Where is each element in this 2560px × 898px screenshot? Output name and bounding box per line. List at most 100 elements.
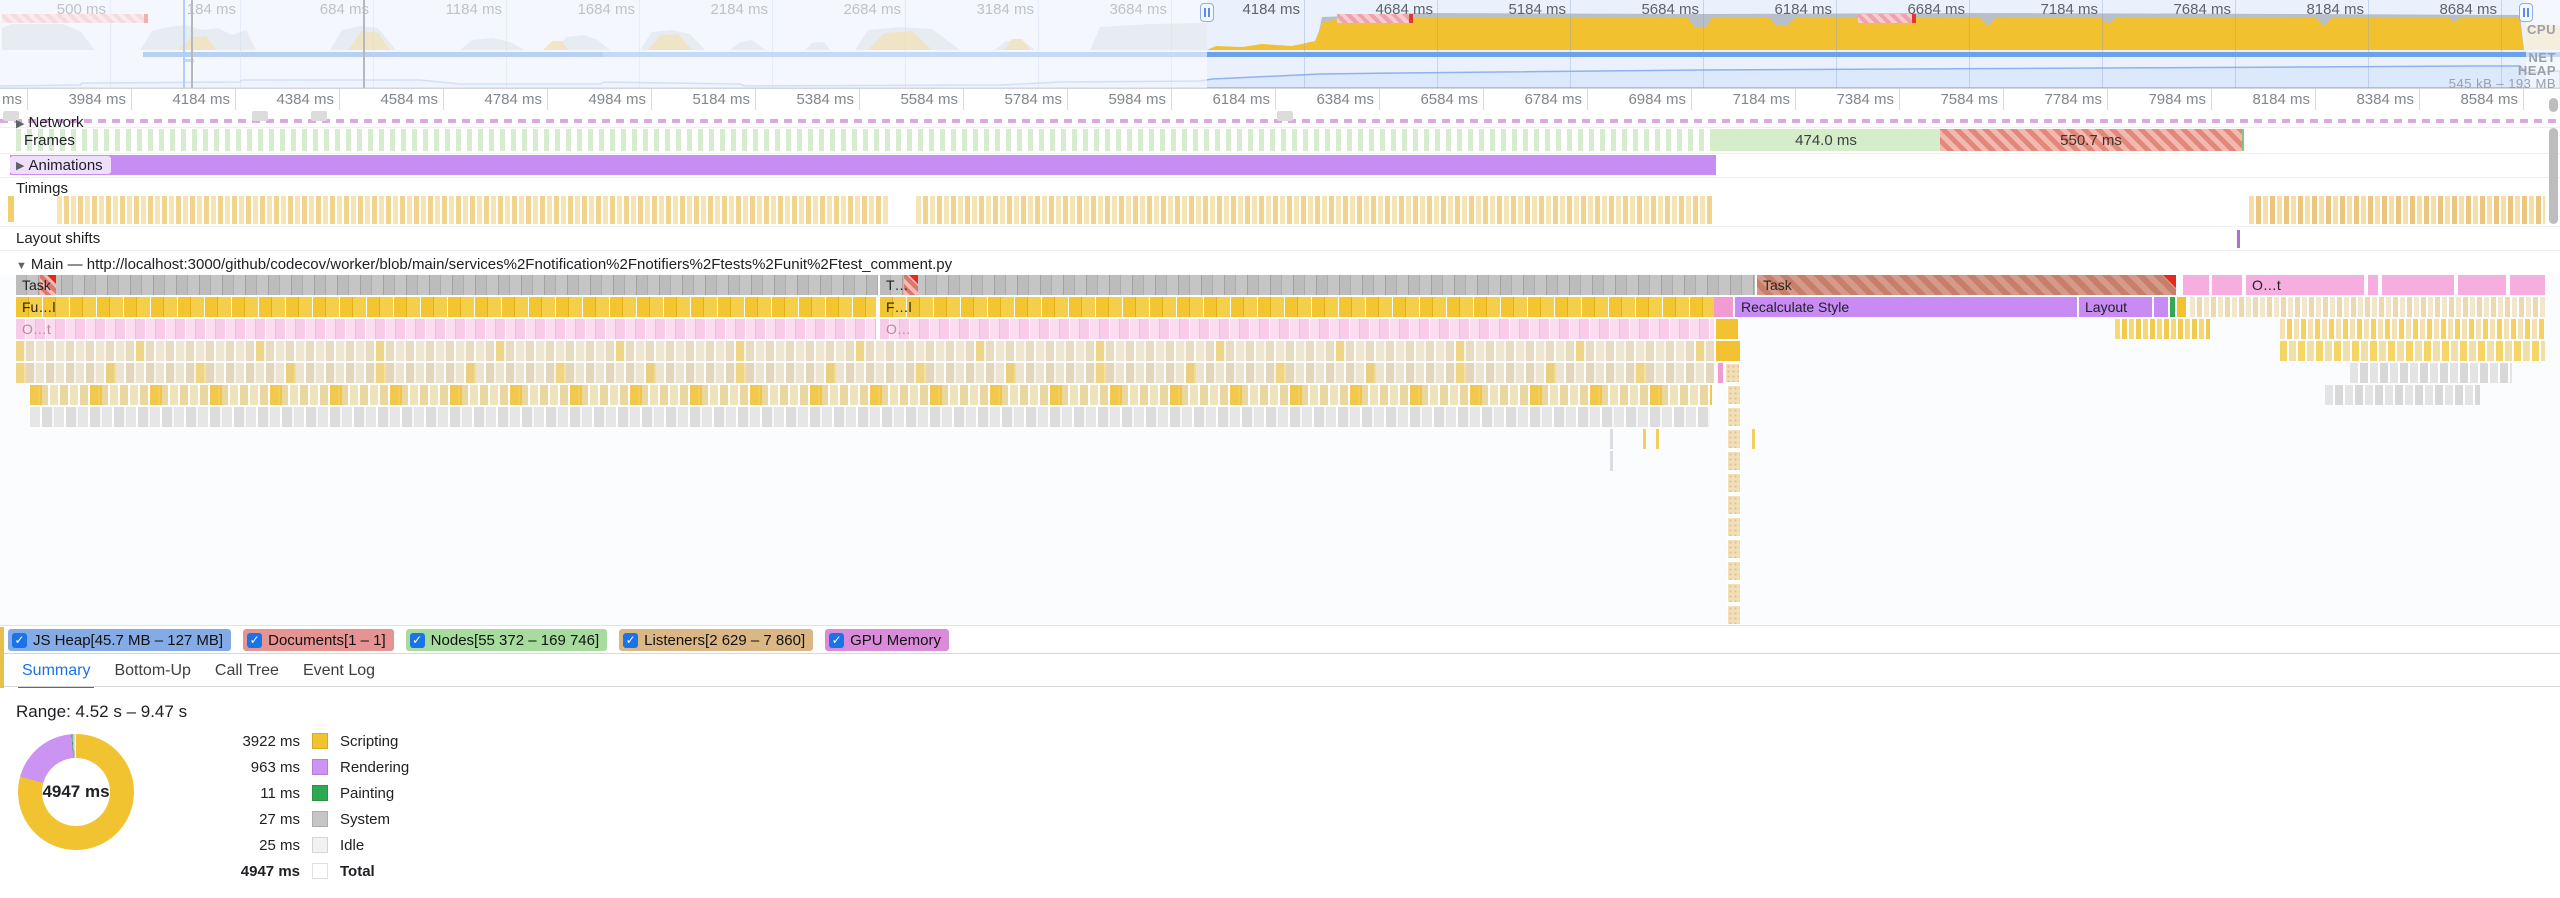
flame-event-t[interactable]: T… [880,275,1755,295]
flame-event[interactable] [2170,297,2175,317]
flame-event-fl[interactable]: F…l [880,297,1714,317]
disclosure-arrow-icon[interactable]: ▼ [16,260,27,272]
overview-tick-line [1304,0,1305,88]
main-thread-flamechart[interactable]: Task T… Task O…t Fu…l F…l Recalculate Style Lay… [0,274,2560,626]
tab-summary[interactable]: Summary [10,656,102,690]
tab-call-tree[interactable]: Call Tree [214,661,279,679]
frame-duration-good[interactable]: 474.0 ms [1712,129,1940,151]
disclosure-arrow-icon[interactable]: ▶ [16,118,25,130]
flame-event[interactable] [16,363,1714,383]
flame-event[interactable] [2115,319,2210,339]
flame-event[interactable] [1610,429,1613,449]
flame-event-o[interactable]: O… [880,319,1714,339]
frame-duration-dropped[interactable]: 550.7 ms [1940,129,2242,151]
network-requests-strip[interactable] [0,119,2560,123]
flame-event[interactable] [1727,539,1741,559]
heap-lane-label: HEAP [2517,63,2556,78]
layout-shift-marker[interactable] [2237,230,2240,248]
ruler-tick [443,89,444,110]
timings-bar-cluster[interactable] [916,196,1712,224]
flame-event[interactable] [30,385,1712,405]
overview-left-handle[interactable] [1200,3,1214,22]
flame-event[interactable] [2154,297,2168,317]
flame-event[interactable] [1716,319,1738,339]
flame-event[interactable] [1727,473,1741,493]
scrollbar-thumb[interactable] [2549,98,2558,112]
checkbox-icon[interactable]: ✓ [623,632,639,648]
timings-bar-cluster[interactable] [57,196,890,224]
flame-event[interactable] [1727,495,1741,515]
overview-tick-label: 4184 ms [1242,1,1300,18]
scrollbar-thumb[interactable] [2549,128,2558,224]
counter-chip-listeners[interactable]: ✓ Listeners[2 629 – 7 860] [619,629,814,651]
flame-event[interactable] [1727,429,1741,449]
flame-event[interactable] [2183,275,2209,295]
flame-event[interactable] [2177,297,2186,317]
flame-event[interactable] [1714,297,1733,317]
flamechart-ruler[interactable]: 3784 ms 3984 ms 4184 ms 4384 ms 4584 ms 4784 … [0,89,2560,111]
range-label: Range: 4.52 s – 9.47 s [16,702,188,721]
checkbox-icon[interactable]: ✓ [829,632,845,648]
overview-right-handle[interactable] [2519,3,2533,22]
track-frames[interactable]: Frames [24,132,75,149]
counter-chip-nodes[interactable]: ✓ Nodes[55 372 – 169 746] [405,629,608,651]
counter-chip-documents[interactable]: ✓ Documents[1 – 1] [243,629,394,651]
flame-event[interactable] [1727,561,1741,581]
flame-event-recalculatestyle[interactable]: Recalculate Style [1735,297,2077,317]
flame-event[interactable] [1727,583,1741,603]
flame-event[interactable] [2280,319,2545,339]
timings-bar-cluster[interactable] [2249,196,2545,224]
flame-event-task[interactable]: Task [16,275,878,295]
flame-event-ot[interactable]: O…t [2246,275,2364,295]
track-timings[interactable]: Timings [16,180,68,197]
checkbox-icon[interactable]: ✓ [12,632,27,648]
ruler-tick-label: 8584 ms [2460,91,2518,108]
flame-event[interactable] [1656,429,1659,449]
track-layout-shifts[interactable]: Layout shifts [16,230,101,247]
timeline-overview[interactable]: 500 ms184 ms684 ms1184 ms1684 ms2184 ms2… [0,0,2560,91]
checkbox-icon[interactable]: ✓ [247,632,263,648]
ruler-tick-label: 4584 ms [380,91,438,108]
flame-event[interactable] [1610,451,1613,471]
flame-event[interactable] [2510,275,2545,295]
flame-event[interactable] [1727,385,1741,405]
flame-event[interactable] [2190,297,2545,317]
counter-chip-js-heap[interactable]: ✓ JS Heap[45.7 MB – 127 MB] [8,629,232,651]
flame-event[interactable] [16,341,1714,361]
flame-event-layout[interactable]: Layout [2079,297,2152,317]
heap-range-label: 545 kB – 193 MB [2448,76,2556,91]
flame-event[interactable] [30,407,1710,427]
flame-event[interactable] [1727,605,1741,625]
ruler-tick-label: 8384 ms [2356,91,2414,108]
overview-tick-label: 7184 ms [2040,1,2098,18]
flame-event[interactable] [2212,275,2242,295]
tab-event-log[interactable]: Event Log [302,661,376,679]
flame-event[interactable] [2280,341,2545,361]
flame-event[interactable] [1752,429,1755,449]
animations-bar[interactable] [10,155,1716,175]
flame-event[interactable] [2325,385,2480,405]
flame-event[interactable] [2368,275,2378,295]
track-animations[interactable]: ▶ Animations [10,156,111,174]
flame-event[interactable] [2350,363,2512,383]
flame-event[interactable] [1727,451,1741,471]
flame-event[interactable] [1727,407,1741,427]
flame-event[interactable] [1716,341,1740,361]
flame-event[interactable] [2458,275,2506,295]
track-network[interactable]: ▶ Network [16,114,84,131]
tab-bottom-up[interactable]: Bottom-Up [114,661,191,679]
flame-event-task[interactable]: Task [1757,275,2176,295]
flame-event[interactable] [1727,517,1741,537]
flame-event-ful[interactable]: Fu…l [16,297,876,317]
flame-event[interactable] [1725,363,1740,383]
track-main-header[interactable]: ▼ Main — http://localhost:3000/github/cod… [16,256,953,273]
ruler-tick [2315,89,2316,110]
checkbox-icon[interactable]: ✓ [409,632,425,648]
counter-chip-gpu-memory[interactable]: ✓ GPU Memory [825,629,949,651]
flame-event[interactable] [1718,363,1723,383]
flame-event-ot[interactable]: O…t [16,319,876,339]
flame-event[interactable] [2382,275,2454,295]
flame-event[interactable] [1643,429,1646,449]
disclosure-arrow-icon[interactable]: ▶ [16,159,25,172]
